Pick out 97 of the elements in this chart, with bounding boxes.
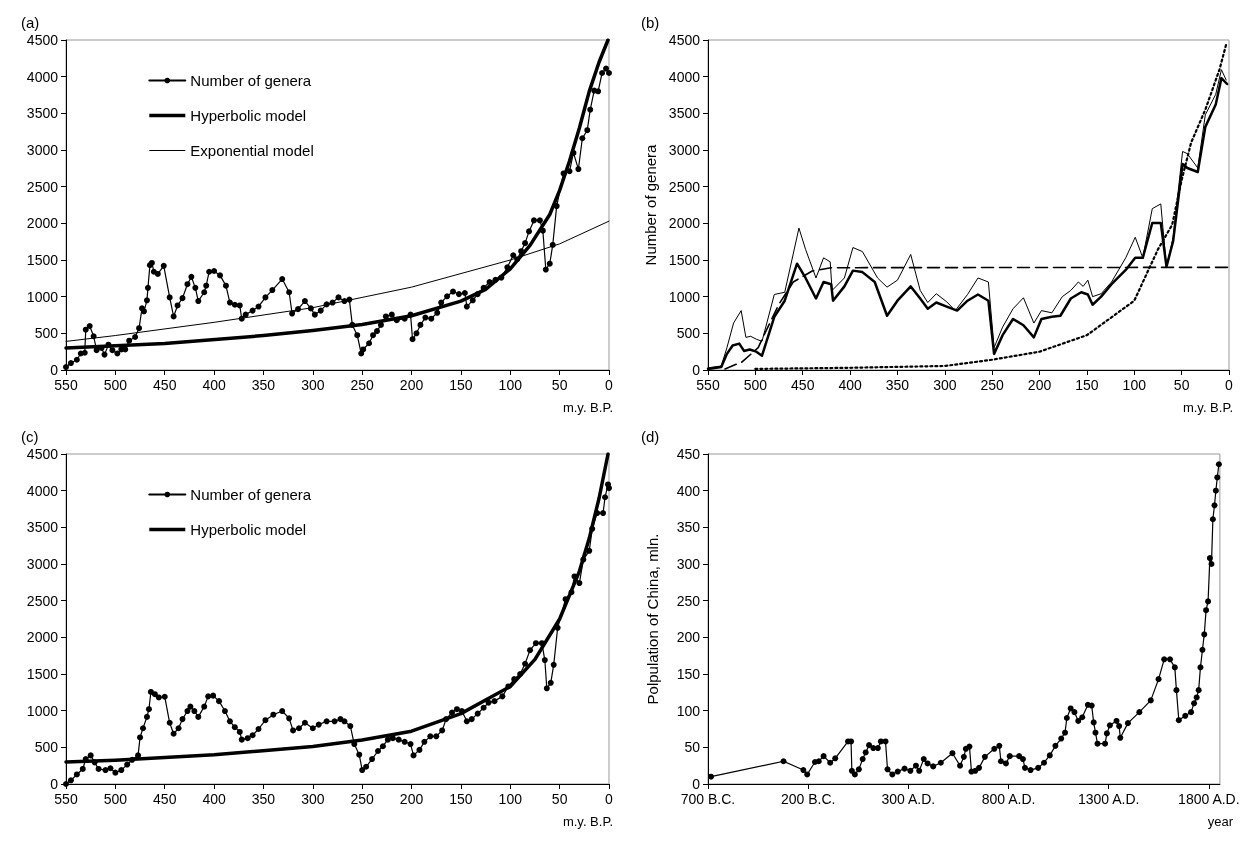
- x-axis-title: m.y. B.P.: [1182, 400, 1233, 415]
- y-tick-label: 1500: [668, 252, 701, 268]
- chart-title: (d): [641, 428, 660, 445]
- x-tick-label: 1800 A.D.: [1178, 791, 1240, 807]
- y-tick-label: 0: [50, 362, 59, 378]
- x-tick-label: 50: [551, 791, 568, 807]
- y-tick-label: 3000: [668, 142, 701, 158]
- x-tick-label: 400: [202, 377, 226, 393]
- x-tick-label: 300: [301, 377, 325, 393]
- y-tick-label: 4500: [26, 32, 59, 48]
- legend-label: Hyperbolic model: [190, 521, 307, 538]
- x-tick-label: 100: [498, 377, 523, 393]
- y-tick-label: 4500: [26, 446, 59, 462]
- legend-label: Number of genera: [190, 72, 312, 89]
- y-tick-label: 200: [676, 629, 701, 646]
- y-tick-label: 3500: [26, 519, 59, 536]
- x-tick-label: 250: [350, 377, 375, 393]
- y-tick-label: 0: [692, 362, 701, 378]
- x-tick-label: 500: [103, 791, 128, 807]
- y-axis-title: Polpulation of China, mln.: [644, 533, 661, 705]
- y-tick-label: 2000: [668, 215, 701, 232]
- x-tick-label: 100: [1122, 377, 1147, 393]
- y-tick-label: 1000: [26, 702, 59, 719]
- y-tick-label: 2500: [26, 178, 59, 195]
- x-tick-label: 0: [605, 377, 614, 393]
- x-tick-label: 550: [54, 791, 78, 807]
- y-tick-label: 250: [676, 592, 701, 609]
- chart-title: (b): [641, 14, 660, 31]
- x-tick-label: 400: [202, 791, 226, 807]
- y-axis-title: Number of genera: [641, 143, 659, 266]
- y-tick-label: 3500: [668, 105, 701, 122]
- x-tick-label: 0: [1225, 377, 1234, 393]
- x-tick-label: 1300 A.D.: [1077, 791, 1140, 807]
- x-tick-label: 50: [551, 377, 568, 393]
- y-tick-label: 4000: [26, 482, 59, 499]
- y-tick-label: 4500: [668, 32, 701, 48]
- y-tick-label: 350: [676, 519, 701, 536]
- y-tick-label: 3000: [26, 556, 59, 572]
- legend-label: Exponential model: [190, 142, 314, 159]
- x-tick-label: 150: [449, 377, 473, 393]
- x-tick-label: 500: [743, 377, 768, 393]
- chart-title: (a): [21, 14, 40, 31]
- y-tick-label: 4000: [668, 68, 701, 85]
- y-tick-label: 0: [50, 776, 59, 792]
- y-tick-label: 1000: [26, 288, 59, 305]
- y-tick-label: 2500: [668, 178, 701, 195]
- x-tick-label: 250: [350, 791, 375, 807]
- x-tick-label: 300 A.D.: [881, 791, 936, 807]
- x-tick-label: 50: [1173, 377, 1190, 393]
- y-tick-label: 0: [692, 776, 701, 792]
- x-axis-title: m.y. B.P.: [562, 400, 613, 415]
- x-tick-label: 0: [605, 791, 614, 807]
- y-tick-label: 400: [676, 482, 701, 499]
- x-tick-label: 350: [251, 791, 276, 807]
- y-tick-label: 2000: [26, 629, 59, 646]
- x-tick-label: 350: [885, 377, 910, 393]
- x-tick-label: 550: [54, 377, 78, 393]
- y-tick-label: 450: [676, 446, 701, 462]
- x-tick-label: 300: [933, 377, 957, 393]
- x-tick-label: 250: [980, 377, 1005, 393]
- y-tick-label: 100: [676, 702, 701, 719]
- y-tick-label: 500: [676, 325, 701, 342]
- y-tick-label: 300: [676, 556, 701, 572]
- y-tick-label: 2500: [26, 592, 59, 609]
- y-tick-label: 500: [34, 739, 59, 756]
- x-axis-title: m.y. B.P.: [562, 814, 613, 829]
- legend-label: Hyperbolic model: [190, 107, 307, 124]
- x-tick-label: 400: [838, 377, 862, 393]
- x-tick-label: 450: [153, 377, 177, 393]
- y-tick-label: 1500: [26, 252, 59, 268]
- x-tick-label: 150: [1075, 377, 1099, 393]
- x-tick-label: 450: [153, 791, 177, 807]
- x-tick-label: 200 B.C.: [780, 791, 836, 807]
- x-tick-label: 100: [498, 791, 523, 807]
- y-tick-label: 50: [684, 739, 701, 756]
- y-tick-label: 500: [34, 325, 59, 342]
- x-tick-label: 300: [301, 791, 325, 807]
- y-tick-label: 4000: [26, 68, 59, 85]
- x-tick-label: 800 A.D.: [981, 791, 1036, 807]
- legend-label: Number of genera: [190, 486, 312, 503]
- x-tick-label: 200: [1027, 377, 1052, 393]
- x-tick-label: 700 B.C.: [680, 791, 736, 807]
- x-tick-label: 200: [399, 791, 424, 807]
- y-tick-label: 150: [676, 666, 701, 682]
- x-tick-label: 350: [251, 377, 276, 393]
- x-tick-label: 550: [696, 377, 720, 393]
- y-tick-label: 3000: [26, 142, 59, 158]
- y-tick-label: 2000: [26, 215, 59, 232]
- y-tick-label: 1000: [668, 288, 701, 305]
- y-tick-label: 1500: [26, 666, 59, 682]
- x-tick-label: 450: [791, 377, 815, 393]
- x-tick-label: 500: [103, 377, 128, 393]
- x-axis-title: year: [1207, 814, 1234, 829]
- chart-title: (c): [21, 428, 39, 445]
- x-tick-label: 150: [449, 791, 473, 807]
- y-tick-label: 3500: [26, 105, 59, 122]
- x-tick-label: 200: [399, 377, 424, 393]
